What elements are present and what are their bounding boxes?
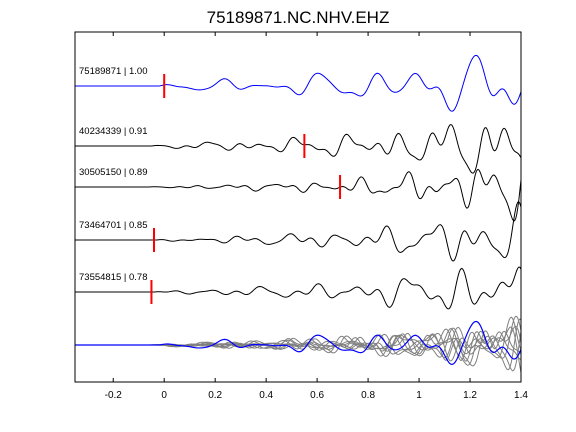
x-tick-label-4: 0.6 (310, 390, 324, 401)
trace-label-4: 73554815 | 0.78 (79, 272, 148, 283)
pick-markers-group (150, 74, 342, 304)
x-tick-label-0: -0.2 (105, 390, 123, 401)
trace-3 (75, 201, 522, 262)
x-tick-label-3: 0.4 (259, 390, 273, 401)
trace-label-2: 30505150 | 0.89 (79, 167, 148, 178)
plot-area-frame (74, 31, 522, 383)
chart-title: 75189871.NC.NHV.EHZ (207, 8, 390, 27)
x-tick-label-5: 0.8 (361, 390, 375, 401)
trace-label-0: 75189871 | 1.00 (79, 66, 148, 77)
trace-1 (75, 123, 522, 174)
x-tick-label-6: 1 (416, 390, 422, 401)
x-tick-label-8: 1.4 (514, 390, 528, 401)
trace-labels-group: 75189871 | 1.00 40234339 | 0.91 30505150 |… (79, 66, 148, 283)
x-axis-ticks: -0.2 0 0.2 0.4 0.6 0.8 1 1.2 1.4 (105, 32, 528, 401)
trace-0 (75, 54, 522, 112)
stack-overlay-group (75, 315, 522, 373)
x-tick-label-2: 0.2 (208, 390, 222, 401)
trace-label-3: 73464701 | 0.85 (79, 220, 148, 231)
x-tick-label-7: 1.2 (463, 390, 477, 401)
trace-label-1: 40234339 | 0.91 (79, 126, 148, 137)
trace-2 (75, 169, 522, 222)
traces-group (75, 54, 522, 310)
trace-4 (75, 266, 522, 310)
x-tick-label-1: 0 (161, 390, 167, 401)
overlay-reference-trace (75, 320, 522, 366)
